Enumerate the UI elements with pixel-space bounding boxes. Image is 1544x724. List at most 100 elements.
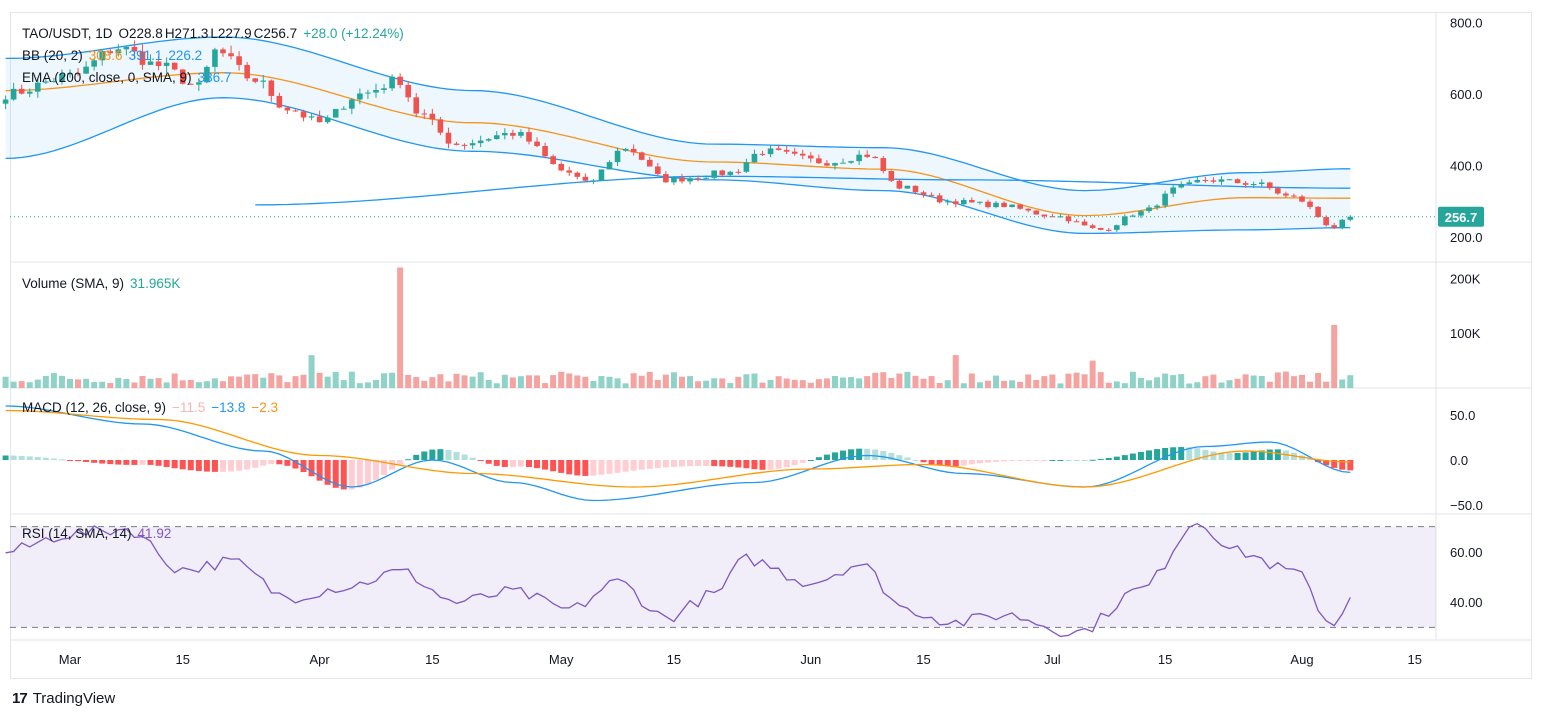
volume-bar (1258, 376, 1265, 388)
volume-bar (1274, 372, 1281, 388)
candle-body (808, 155, 814, 159)
volume-bar (34, 379, 41, 388)
candle-body (453, 143, 460, 145)
macd-tick-label: −50.0 (1450, 498, 1483, 513)
volume-bar (743, 374, 750, 388)
volume-bar (598, 376, 605, 388)
candle-body (1258, 182, 1265, 185)
volume-bar (678, 376, 685, 388)
candle-body (630, 148, 637, 153)
macd-hist-bar (372, 460, 379, 481)
macd-hist-bar (976, 460, 983, 464)
macd-hist-bar (67, 460, 73, 461)
volume-bar (1065, 373, 1072, 388)
volume-bar (968, 373, 975, 388)
macd-hist-bar (107, 460, 114, 465)
candle-body (445, 132, 452, 144)
macd-hist-bar (485, 460, 492, 464)
macd-signal-line (5, 409, 1351, 488)
candle-body (405, 84, 411, 98)
candle-body (888, 171, 895, 181)
macd-hist-bar (429, 449, 436, 460)
volume-bar (936, 382, 943, 388)
volume-value: 31.965K (130, 276, 181, 291)
time-tick-label: 15 (1158, 652, 1172, 667)
candle-body (236, 56, 242, 65)
candle-body (91, 60, 97, 67)
candle-body (1089, 225, 1096, 228)
candle-body (365, 92, 371, 94)
volume-bar (944, 380, 951, 388)
candle-body (1331, 225, 1338, 228)
candle-body (1041, 214, 1048, 217)
candle-body (1315, 206, 1321, 218)
macd-hist-bar (34, 456, 41, 460)
volume-bar (1226, 380, 1233, 388)
candle-body (308, 116, 315, 118)
macd-hist-bar (751, 460, 758, 470)
macd-hist-bar (952, 460, 959, 467)
volume-bar (300, 374, 307, 388)
candle-body (1283, 193, 1289, 196)
macd-hist-bar (775, 460, 782, 469)
macd-hist-bar (1218, 452, 1225, 460)
macd-hist-bar (2, 455, 9, 460)
ema-legend: EMA (200, close, 0, SMA, 9) 336.7 (22, 70, 237, 85)
candle-body (1146, 207, 1152, 212)
macd-hist-bar (1041, 460, 1048, 461)
macd-hist-bar (211, 460, 218, 472)
bb-fill (5, 37, 1351, 234)
macd-hist-bar (815, 457, 822, 460)
candle-body (510, 133, 516, 136)
macd-hist-bar (912, 459, 919, 461)
volume-bar (437, 374, 444, 388)
macd-signal-value: −2.3 (251, 400, 279, 415)
volume-bar (864, 376, 871, 388)
volume-bar (1315, 372, 1322, 388)
macd-hist-bar (364, 460, 371, 485)
candle-body (655, 166, 661, 175)
bb-upper-line (5, 36, 1351, 192)
volume-bar (993, 375, 1000, 388)
candle-body (2, 99, 9, 104)
rsi-legend: RSI (14, SMA, 14) 41.92 (22, 526, 177, 541)
macd-hist-bar (1186, 447, 1193, 460)
candle-body (614, 150, 621, 163)
macd-hist-bar (638, 460, 645, 470)
volume-bar (775, 376, 782, 388)
candle-body (1130, 215, 1136, 217)
candle-body (1218, 179, 1225, 182)
candle-body (1017, 204, 1023, 209)
volume-bar (695, 381, 702, 388)
candle-body (1291, 195, 1297, 197)
macd-hist-bar (1210, 451, 1217, 460)
candle-body (83, 66, 89, 74)
price-tick-label: 200.0 (1450, 230, 1483, 245)
volume-bar (1250, 375, 1257, 388)
volume-bar (187, 379, 194, 388)
macd-label: MACD (12, 26, close, 9) (22, 400, 167, 415)
candle-body (993, 202, 999, 208)
macd-hist-bar (534, 460, 541, 469)
volume-bar (1266, 381, 1273, 388)
time-tick-label: Jun (800, 652, 821, 667)
volume-bar (123, 379, 130, 388)
candle-body (896, 180, 903, 189)
candle-body (783, 149, 790, 152)
volume-bar (252, 374, 259, 388)
candle-body (357, 93, 363, 100)
macd-hist-bar (276, 460, 283, 465)
candle-body (437, 119, 444, 133)
macd-legend: MACD (12, 26, close, 9) −11.5 −13.8 −2.3 (22, 400, 284, 415)
macd-hist-bar (413, 454, 420, 460)
volume-bar (654, 379, 661, 388)
time-tick-label: 15 (175, 652, 189, 667)
candle-body (1275, 188, 1281, 194)
macd-hist-bar (1226, 453, 1233, 460)
candle-body (179, 69, 186, 84)
candle-body (1186, 182, 1193, 185)
volume-bar (517, 376, 524, 388)
macd-hist-bar (1146, 450, 1153, 460)
brand[interactable]: 17 TradingView (12, 690, 115, 707)
